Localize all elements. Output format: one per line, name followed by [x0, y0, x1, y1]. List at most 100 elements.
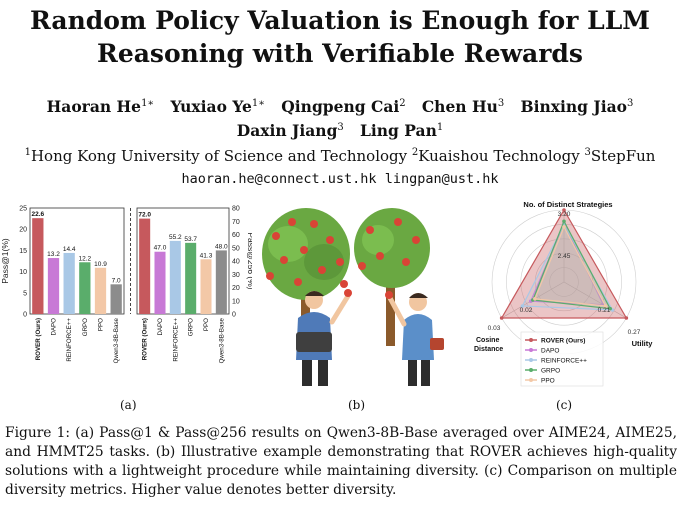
bar-value-label: 13.2 [47, 251, 60, 258]
author-emails: haoran.he@connect.ust.hk lingpan@ust.hk [181, 171, 499, 187]
author-sup: 3 [337, 121, 344, 133]
author-sup: 3 [497, 97, 505, 109]
legend-marker [529, 378, 533, 382]
radar-axis-label: Utility [632, 339, 654, 348]
panel-label-a: (a) [120, 398, 137, 412]
legend-box [520, 331, 604, 387]
radar-tick-label: 3.20 [558, 211, 571, 218]
pass-bar-charts: 0 5 10 15 20 25 Pass@1(%) 22.6 ROVER (Ours) 13.2 D… [0, 206, 252, 364]
y-tick-label: 30 [232, 272, 240, 279]
bar-qwen3-8b-base [215, 250, 227, 314]
y-tick-label: 0 [23, 312, 27, 319]
affiliations: 1Hong Kong University of Science and Tec… [0, 147, 680, 165]
bar-reinforce- [169, 240, 181, 314]
x-tick-label: PPO [203, 318, 210, 331]
author-sup: 1∗ [141, 97, 155, 109]
y-tick-label: 70 [232, 219, 240, 226]
radar-tick-label: 2.45 [558, 253, 571, 260]
y-tick-label: 0 [232, 312, 236, 319]
bar-rover-ours- [139, 218, 151, 314]
radar-point [603, 304, 608, 308]
legend-label: REINFORCE++ [541, 358, 587, 365]
bar-value-label: 41.3 [200, 252, 213, 259]
diversity-radar-chart: No. of Distinct Strategies 3.20 2.45 0.27 0.… [474, 200, 654, 387]
y-tick-label: 20 [232, 285, 240, 292]
y-tick-label: 10 [232, 298, 240, 305]
y-tick-label: 25 [19, 206, 27, 213]
legend-label: GRPO [541, 368, 560, 375]
author-sup: 2 [399, 97, 406, 109]
bar-ppo [94, 267, 107, 314]
author-name: Binxing Jiao [520, 97, 627, 116]
radar-axis-label: Cosine [476, 337, 499, 344]
legend-marker [529, 348, 533, 352]
y-tick-label: 5 [23, 290, 27, 297]
affiliation: Hong Kong University of Science and Tech… [30, 147, 408, 165]
bar-value-label: 55.2 [169, 234, 182, 241]
bar-value-label: 22.6 [32, 211, 45, 218]
affiliation: StepFun [590, 147, 656, 165]
radar-series-grpo [531, 219, 612, 310]
x-tick-label: DAPO [157, 318, 164, 336]
radar-point [624, 316, 629, 320]
radar-point [562, 219, 566, 224]
affil-sup: 1 [24, 147, 31, 158]
y-axis-label: Pass@256 (%) [246, 232, 252, 289]
radar-point [562, 225, 566, 229]
x-tick-label: DAPO [51, 318, 58, 336]
radar-tick-label: 0.02 [520, 307, 533, 314]
bar-value-label: 53.7 [184, 236, 197, 243]
radar-series-ppo [534, 225, 607, 307]
panel-label-b: (b) [348, 398, 366, 412]
bar-value-label: 48.0 [215, 243, 228, 250]
x-tick-label: Qwen3-8B-Base [113, 317, 120, 363]
author-name: Haoran He [46, 97, 142, 116]
affiliation: Kuaishou Technology [418, 147, 580, 165]
apple-tree-picker-illustration-icon [262, 208, 444, 386]
bar-reinforce- [63, 252, 75, 314]
legend-marker [529, 338, 533, 342]
radar-series-rover-ours- [500, 208, 628, 319]
title-line-2: Reasoning with Verifiable Rewards [97, 39, 583, 68]
bar-dapo [154, 251, 166, 314]
x-tick-label: ROVER (Ours) [142, 318, 149, 360]
author-name: Ling Pan [360, 121, 437, 140]
legend-label: ROVER (Ours) [541, 338, 585, 345]
radar-point [562, 208, 566, 212]
radar-point [520, 304, 525, 308]
x-tick-label: PPO [98, 318, 105, 331]
author-name: Yuxiao Ye [170, 97, 252, 116]
y-tick-label: 10 [19, 269, 27, 276]
bar-qwen3-8b-base [110, 284, 122, 314]
legend-label: PPO [541, 378, 555, 385]
affil-sup: 3 [584, 147, 591, 158]
author-sup: 3 [626, 97, 634, 109]
x-tick-label: GRPO [82, 318, 89, 336]
bar-dapo [47, 258, 60, 314]
radar-title: No. of Distinct Strategies [523, 200, 612, 209]
figure-caption: Figure 1: (a) Pass@1 & Pass@256 results … [5, 425, 677, 498]
y-tick-label: 15 [19, 248, 27, 255]
plot-frame [29, 207, 125, 315]
y-tick-label: 50 [232, 245, 240, 252]
y-tick-label: 80 [232, 206, 240, 213]
radar-tick-label: 0.03 [488, 325, 501, 332]
author-sup: 1 [436, 121, 444, 133]
radar-tick-label: 0.27 [628, 329, 641, 336]
legend-marker [529, 368, 533, 372]
author-name: Chen Hu [421, 97, 498, 116]
plot-frame [136, 207, 230, 315]
radar-tick-label: 0.21 [598, 307, 611, 314]
author-name: Daxin Jiang [236, 121, 338, 140]
bar-value-label: 12.2 [79, 255, 92, 262]
legend-marker [529, 358, 533, 362]
radar-spoke [563, 281, 627, 319]
authors-line-1: Haoran He1∗ Yuxiao Ye1∗ Qingpeng Cai2 Ch… [0, 97, 680, 116]
radar-point [533, 297, 537, 301]
author-name: Qingpeng Cai [281, 97, 400, 116]
y-tick-label: 60 [232, 232, 240, 239]
bar-value-label: 7.0 [112, 277, 121, 284]
x-tick-label: GRPO [188, 318, 195, 336]
radar-axis-label: Distance [474, 346, 503, 353]
radar-point [608, 306, 612, 311]
